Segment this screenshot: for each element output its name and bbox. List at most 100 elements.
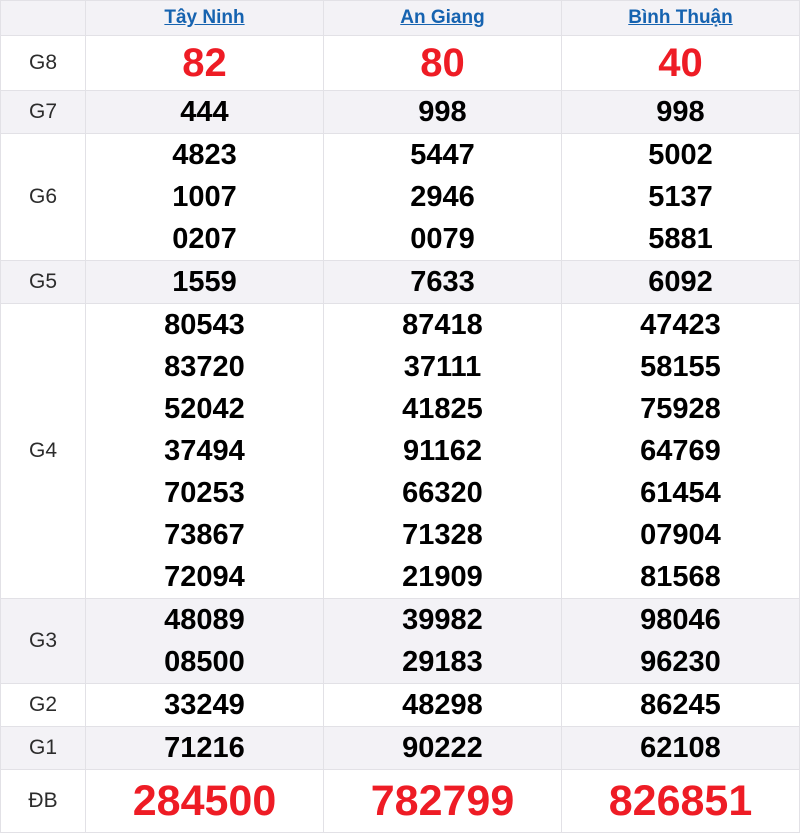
prize-row-g1: G1 71216 90222 62108 bbox=[0, 726, 800, 770]
prize-number: 37111 bbox=[403, 351, 482, 383]
prize-number: 52042 bbox=[164, 393, 245, 425]
prize-number: 40 bbox=[658, 41, 703, 85]
prize-number: 826851 bbox=[608, 777, 753, 825]
prize-row-g2: G2 33249 48298 86245 bbox=[0, 683, 800, 727]
prize-number: 90222 bbox=[402, 732, 483, 764]
prize-number: 66320 bbox=[402, 477, 483, 509]
cell-g5-province-2: 7633 bbox=[323, 260, 562, 304]
prize-number: 0207 bbox=[172, 223, 237, 255]
prize-number: 62108 bbox=[640, 732, 721, 764]
prize-number: 5881 bbox=[648, 223, 713, 255]
prize-number: 7633 bbox=[410, 266, 475, 298]
cell-g2-province-3: 86245 bbox=[561, 683, 800, 727]
prize-row-g6: G6 4823 1007 0207 5447 2946 0079 5002 5137 5881 bbox=[0, 133, 800, 261]
prize-row-db: ĐB 284500 782799 826851 bbox=[0, 769, 800, 833]
cell-g8-province-2: 80 bbox=[323, 35, 562, 91]
prize-row-g3: G3 48089 08500 39982 29183 98046 96230 bbox=[0, 598, 800, 684]
prize-number: 5137 bbox=[648, 181, 713, 213]
prize-number: 4823 bbox=[172, 139, 237, 171]
cell-g1-province-1: 71216 bbox=[85, 726, 324, 770]
prize-number: 6092 bbox=[648, 266, 713, 298]
province-link-tay-ninh[interactable]: Tây Ninh bbox=[164, 7, 245, 28]
cell-g4-province-1: 80543 83720 52042 37494 70253 73867 72094 bbox=[85, 303, 324, 599]
prize-number: 48298 bbox=[402, 689, 483, 721]
prize-number: 08500 bbox=[164, 646, 245, 678]
prize-number: 5447 bbox=[410, 139, 475, 171]
cell-g7-province-2: 998 bbox=[323, 90, 562, 134]
prize-number: 0079 bbox=[410, 223, 475, 255]
prize-number: 80 bbox=[420, 41, 465, 85]
prize-number: 444 bbox=[180, 96, 229, 128]
prize-number: 58155 bbox=[640, 351, 721, 383]
prize-number: 73867 bbox=[164, 519, 245, 551]
cell-g7-province-1: 444 bbox=[85, 90, 324, 134]
prize-number: 83720 bbox=[164, 351, 245, 383]
prize-number: 998 bbox=[656, 96, 705, 128]
header-corner-cell bbox=[0, 0, 86, 36]
cell-g1-province-2: 90222 bbox=[323, 726, 562, 770]
prize-label-g4: G4 bbox=[0, 303, 86, 599]
prize-number: 37494 bbox=[164, 435, 245, 467]
prize-number: 87418 bbox=[402, 309, 483, 341]
cell-g7-province-3: 998 bbox=[561, 90, 800, 134]
prize-number: 71328 bbox=[402, 519, 483, 551]
prize-row-g8: G8 82 80 40 bbox=[0, 35, 800, 91]
prize-label-db: ĐB bbox=[0, 769, 86, 833]
prize-row-g4: G4 80543 83720 52042 37494 70253 73867 72094 874… bbox=[0, 303, 800, 599]
prize-number: 782799 bbox=[370, 777, 515, 825]
prize-number: 96230 bbox=[640, 646, 721, 678]
prize-row-g7: G7 444 998 998 bbox=[0, 90, 800, 134]
cell-g8-province-1: 82 bbox=[85, 35, 324, 91]
prize-number: 86245 bbox=[640, 689, 721, 721]
prize-number: 1559 bbox=[172, 266, 237, 298]
prize-number: 33249 bbox=[164, 689, 245, 721]
cell-g3-province-1: 48089 08500 bbox=[85, 598, 324, 684]
prize-label-g7: G7 bbox=[0, 90, 86, 134]
prize-number: 91162 bbox=[402, 435, 483, 467]
prize-number: 1007 bbox=[172, 181, 237, 213]
prize-number: 41825 bbox=[402, 393, 483, 425]
prize-number: 39982 bbox=[402, 604, 483, 636]
cell-g3-province-2: 39982 29183 bbox=[323, 598, 562, 684]
prize-number: 70253 bbox=[164, 477, 245, 509]
prize-number: 29183 bbox=[402, 646, 483, 678]
prize-row-g5: G5 1559 7633 6092 bbox=[0, 260, 800, 304]
prize-number: 48089 bbox=[164, 604, 245, 636]
prize-number: 47423 bbox=[640, 309, 721, 341]
cell-g6-province-3: 5002 5137 5881 bbox=[561, 133, 800, 261]
province-link-binh-thuan[interactable]: Bình Thuận bbox=[628, 7, 733, 28]
prize-number: 284500 bbox=[132, 777, 277, 825]
prize-label-g8: G8 bbox=[0, 35, 86, 91]
cell-g4-province-2: 87418 37111 41825 91162 66320 71328 21909 bbox=[323, 303, 562, 599]
prize-number: 75928 bbox=[640, 393, 721, 425]
province-link-an-giang[interactable]: An Giang bbox=[400, 7, 485, 28]
prize-number: 998 bbox=[418, 96, 467, 128]
prize-number: 71216 bbox=[164, 732, 245, 764]
header-cell-province-1: Tây Ninh bbox=[85, 0, 324, 36]
prize-number: 21909 bbox=[402, 561, 483, 593]
cell-g3-province-3: 98046 96230 bbox=[561, 598, 800, 684]
cell-g2-province-1: 33249 bbox=[85, 683, 324, 727]
prize-number: 98046 bbox=[640, 604, 721, 636]
prize-number: 61454 bbox=[640, 477, 721, 509]
cell-db-province-2: 782799 bbox=[323, 769, 562, 833]
results-body: G8 82 80 40 G7 444 998 998 G6 4823 1007 0207 5447 294… bbox=[0, 35, 800, 833]
prize-number: 82 bbox=[182, 41, 227, 85]
cell-g5-province-1: 1559 bbox=[85, 260, 324, 304]
cell-db-province-3: 826851 bbox=[561, 769, 800, 833]
cell-g6-province-2: 5447 2946 0079 bbox=[323, 133, 562, 261]
cell-g1-province-3: 62108 bbox=[561, 726, 800, 770]
prize-number: 72094 bbox=[164, 561, 245, 593]
prize-label-g1: G1 bbox=[0, 726, 86, 770]
header-cell-province-3: Bình Thuận bbox=[561, 0, 800, 36]
prize-label-g5: G5 bbox=[0, 260, 86, 304]
cell-g6-province-1: 4823 1007 0207 bbox=[85, 133, 324, 261]
cell-g2-province-2: 48298 bbox=[323, 683, 562, 727]
prize-number: 5002 bbox=[648, 139, 713, 171]
header-row: Tây Ninh An Giang Bình Thuận bbox=[0, 0, 800, 36]
prize-label-g2: G2 bbox=[0, 683, 86, 727]
prize-number: 2946 bbox=[410, 181, 475, 213]
cell-g5-province-3: 6092 bbox=[561, 260, 800, 304]
prize-number: 81568 bbox=[640, 561, 721, 593]
